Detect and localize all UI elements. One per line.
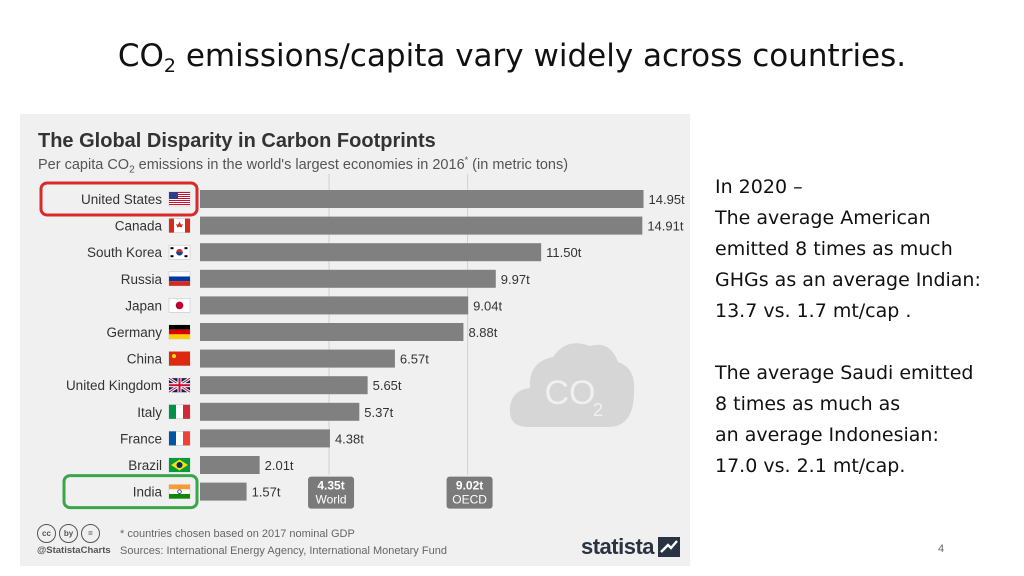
- side-text-line: 17.0 vs. 2.1 mt/cap.: [715, 455, 906, 477]
- brand-name: statista: [581, 534, 655, 559]
- bar-united-states: [200, 190, 644, 208]
- flag-united-kingdom-icon: [168, 376, 191, 394]
- flag-germany-icon: [168, 324, 191, 340]
- category-label-united-kingdom: United Kingdom: [66, 378, 162, 393]
- side-text-line: GHGs as an average Indian:: [715, 269, 981, 291]
- category-label-russia: Russia: [121, 272, 163, 287]
- value-label-japan: 9.04t: [473, 298, 502, 313]
- bar-canada: [200, 216, 643, 235]
- bar-germany: [200, 323, 464, 341]
- reference-name-oecd: OECD: [452, 493, 487, 507]
- value-label-italy: 5.37t: [364, 405, 393, 420]
- cloud-label: CO: [545, 374, 596, 412]
- category-label-united-states: United States: [81, 192, 162, 207]
- bar-japan: [200, 296, 469, 315]
- bar-china: [200, 349, 395, 368]
- bar-france: [200, 429, 330, 448]
- side-text-line: 13.7 vs. 1.7 mt/cap .: [715, 300, 912, 322]
- side-text-line: emitted 8 times as much: [715, 238, 953, 260]
- flag-canada-icon: [168, 218, 191, 233]
- side-text-line: 8 times as much as: [715, 393, 901, 415]
- flag-france-icon: [168, 431, 191, 446]
- bar-united-kingdom: [200, 376, 368, 395]
- statista-logo: statista: [581, 534, 681, 560]
- no-derivatives-icon: =: [81, 524, 100, 543]
- slide-title: CO2 emissions/capita vary widely across …: [117, 38, 907, 77]
- cloud-sub-label: 2: [593, 400, 603, 420]
- statista-mark-icon: [658, 537, 681, 557]
- value-label-china: 6.57t: [400, 352, 429, 367]
- flag-south-korea-icon: [168, 244, 191, 260]
- bar-chart: 14.95t United States 14.91t Canada 11.50t Sou…: [39, 174, 686, 510]
- sources: Sources: International Energy Agency, In…: [120, 545, 447, 557]
- flag-united-states-icon: [168, 191, 191, 207]
- license-icons: cc by =: [37, 524, 100, 543]
- value-label-united-states: 14.95t: [649, 192, 686, 207]
- category-label-canada: Canada: [115, 219, 163, 234]
- side-text-line: The average Saudi emitted: [715, 362, 974, 384]
- side-text-line: an average Indonesian:: [715, 424, 939, 446]
- value-label-russia: 9.97t: [501, 272, 530, 287]
- category-label-germany: Germany: [106, 325, 162, 340]
- chart-title: The Global Disparity in Carbon Footprint…: [38, 130, 436, 152]
- footnote: * countries chosen based on 2017 nominal…: [120, 528, 355, 540]
- value-label-canada: 14.91t: [647, 219, 684, 234]
- value-label-france: 4.38t: [335, 431, 364, 446]
- flag-brazil-icon: [168, 457, 191, 473]
- value-label-india: 1.57t: [252, 485, 281, 500]
- reference-name-world: World: [315, 493, 346, 507]
- bar-italy: [200, 402, 360, 421]
- flag-japan-icon: [168, 298, 191, 313]
- highlight-box-united-states: [39, 181, 199, 217]
- flag-russia-icon: [168, 271, 191, 287]
- side-text-line: In 2020 –: [715, 176, 803, 198]
- flag-india-icon: [168, 484, 191, 499]
- value-label-germany: 8.88t: [468, 325, 497, 340]
- statista-handle: @StatistaCharts: [37, 545, 111, 556]
- attribution-icon: by: [59, 524, 78, 543]
- bar-india: [200, 482, 247, 501]
- category-label-italy: Italy: [137, 405, 162, 420]
- category-label-japan: Japan: [125, 298, 162, 313]
- category-label-china: China: [127, 352, 163, 367]
- cc-icon: cc: [37, 524, 56, 543]
- flag-italy-icon: [168, 404, 191, 420]
- infographic: The Global Disparity in Carbon Footprint…: [20, 114, 690, 566]
- co2-cloud-icon: CO 2: [509, 343, 635, 427]
- bar-russia: [200, 269, 496, 288]
- highlight-box-india: [62, 474, 199, 510]
- side-text-line: The average American: [715, 207, 931, 229]
- reference-box-world: [308, 476, 355, 509]
- value-label-brazil: 2.01t: [265, 458, 294, 473]
- reference-value-world: 4.35t: [317, 479, 344, 493]
- bar-south-korea: [200, 243, 542, 262]
- category-label-south-korea: South Korea: [87, 245, 163, 260]
- bar-brazil: [200, 456, 260, 474]
- flag-china-icon: [168, 351, 191, 366]
- reference-value-oecd: 9.02t: [456, 479, 483, 493]
- category-label-brazil: Brazil: [128, 458, 162, 473]
- value-label-united-kingdom: 5.65t: [373, 378, 402, 393]
- side-text: In 2020 – The average American emitted 8…: [715, 172, 1015, 482]
- category-label-india: India: [133, 485, 163, 500]
- value-label-south-korea: 11.50t: [546, 245, 582, 260]
- page-number: 4: [938, 543, 945, 555]
- reference-box-oecd: [446, 476, 493, 509]
- category-label-france: France: [120, 431, 162, 446]
- chart-subtitle: Per capita CO2 emissions in the world's …: [38, 155, 569, 176]
